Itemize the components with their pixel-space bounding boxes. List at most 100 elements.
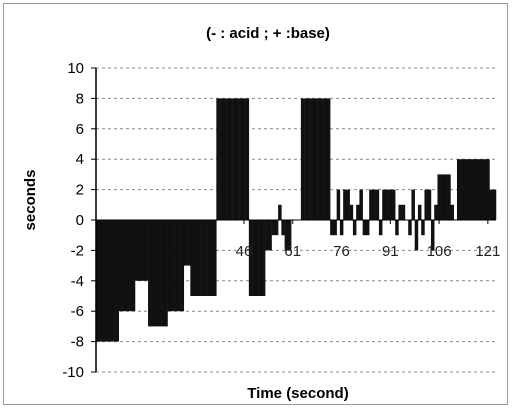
x-tick-label: 76 — [333, 243, 350, 260]
x-tick-label: 121 — [475, 243, 500, 260]
y-tick-label: -10 — [62, 364, 84, 381]
bar — [193, 220, 198, 296]
bar — [167, 220, 172, 312]
bar — [258, 220, 263, 296]
bar — [255, 220, 259, 296]
bar — [187, 220, 191, 266]
bar — [378, 220, 383, 236]
bar — [336, 189, 341, 220]
bar — [196, 220, 201, 296]
bar — [460, 159, 464, 220]
bar — [356, 204, 360, 220]
bar — [456, 159, 461, 220]
bar — [164, 220, 168, 327]
bar — [385, 189, 389, 220]
bar — [287, 220, 292, 251]
bar — [200, 220, 204, 296]
bar — [232, 98, 237, 220]
bar — [242, 98, 246, 220]
bar — [99, 220, 103, 342]
bar — [96, 220, 100, 342]
bar — [398, 204, 402, 220]
bar — [330, 220, 334, 236]
bar — [352, 220, 357, 236]
bar — [102, 220, 106, 342]
bar — [274, 220, 279, 236]
bar — [112, 220, 116, 342]
bar — [226, 98, 230, 220]
bar — [105, 220, 110, 342]
bar — [115, 220, 120, 342]
bar — [343, 189, 347, 220]
bar — [375, 189, 380, 220]
y-ticks: 10 8 6 4 2 0 -2 -4 -6 -8 -10 — [62, 60, 96, 381]
x-axis-title: Time (second) — [247, 385, 348, 402]
chart-frame — [3, 3, 508, 405]
bar — [372, 189, 376, 220]
y-tick-label: 8 — [76, 90, 84, 107]
bar — [437, 174, 441, 220]
bar — [209, 220, 214, 296]
bar — [317, 98, 321, 220]
y-tick-label: 0 — [76, 212, 84, 229]
bar — [203, 220, 207, 296]
bar — [408, 220, 412, 236]
bar — [213, 220, 217, 296]
bar — [411, 189, 415, 220]
bar — [219, 98, 224, 220]
bar — [307, 98, 311, 220]
bar — [369, 189, 373, 220]
y-tick-label: -4 — [71, 273, 84, 290]
bar — [118, 220, 123, 312]
bar — [447, 174, 451, 220]
chart-title: (- : acid ; + :base) — [206, 25, 330, 42]
y-tick-label: -2 — [71, 242, 84, 259]
bar — [323, 98, 328, 220]
bar — [148, 220, 152, 327]
bar — [183, 220, 188, 266]
bar — [174, 220, 178, 312]
bar — [365, 220, 370, 236]
bar — [313, 98, 318, 220]
bar — [476, 159, 480, 220]
bar — [151, 220, 155, 327]
bar — [261, 220, 266, 296]
y-tick-label: 4 — [76, 151, 84, 168]
bar — [138, 220, 142, 281]
bar — [268, 220, 272, 251]
bar — [154, 220, 159, 327]
bar — [190, 220, 194, 296]
x-ticks: 46 61 76 91 106 121 — [236, 220, 500, 260]
bar — [128, 220, 133, 312]
bar — [430, 220, 435, 251]
bar — [320, 98, 324, 220]
bar — [281, 220, 285, 236]
bar — [450, 204, 454, 220]
bar — [417, 204, 422, 220]
bar — [157, 220, 162, 327]
bar — [245, 98, 250, 220]
bar — [421, 220, 425, 236]
bar — [434, 204, 438, 220]
bar — [278, 204, 282, 220]
bar — [161, 220, 165, 327]
bar — [479, 159, 484, 220]
bar — [235, 98, 240, 220]
bar — [252, 220, 256, 296]
y-tick-label: 2 — [76, 182, 84, 199]
bar — [482, 159, 487, 220]
bar — [346, 189, 350, 220]
bar — [466, 159, 471, 220]
bar — [239, 98, 243, 220]
bar — [339, 220, 344, 236]
x-tick-label: 61 — [284, 243, 301, 260]
x-tick-label: 106 — [427, 243, 452, 260]
bar — [284, 220, 289, 251]
bar — [391, 189, 396, 220]
bar — [229, 98, 233, 220]
bar — [492, 189, 497, 220]
y-tick-label: -6 — [71, 303, 84, 320]
bar — [248, 220, 253, 296]
bar — [144, 220, 149, 281]
